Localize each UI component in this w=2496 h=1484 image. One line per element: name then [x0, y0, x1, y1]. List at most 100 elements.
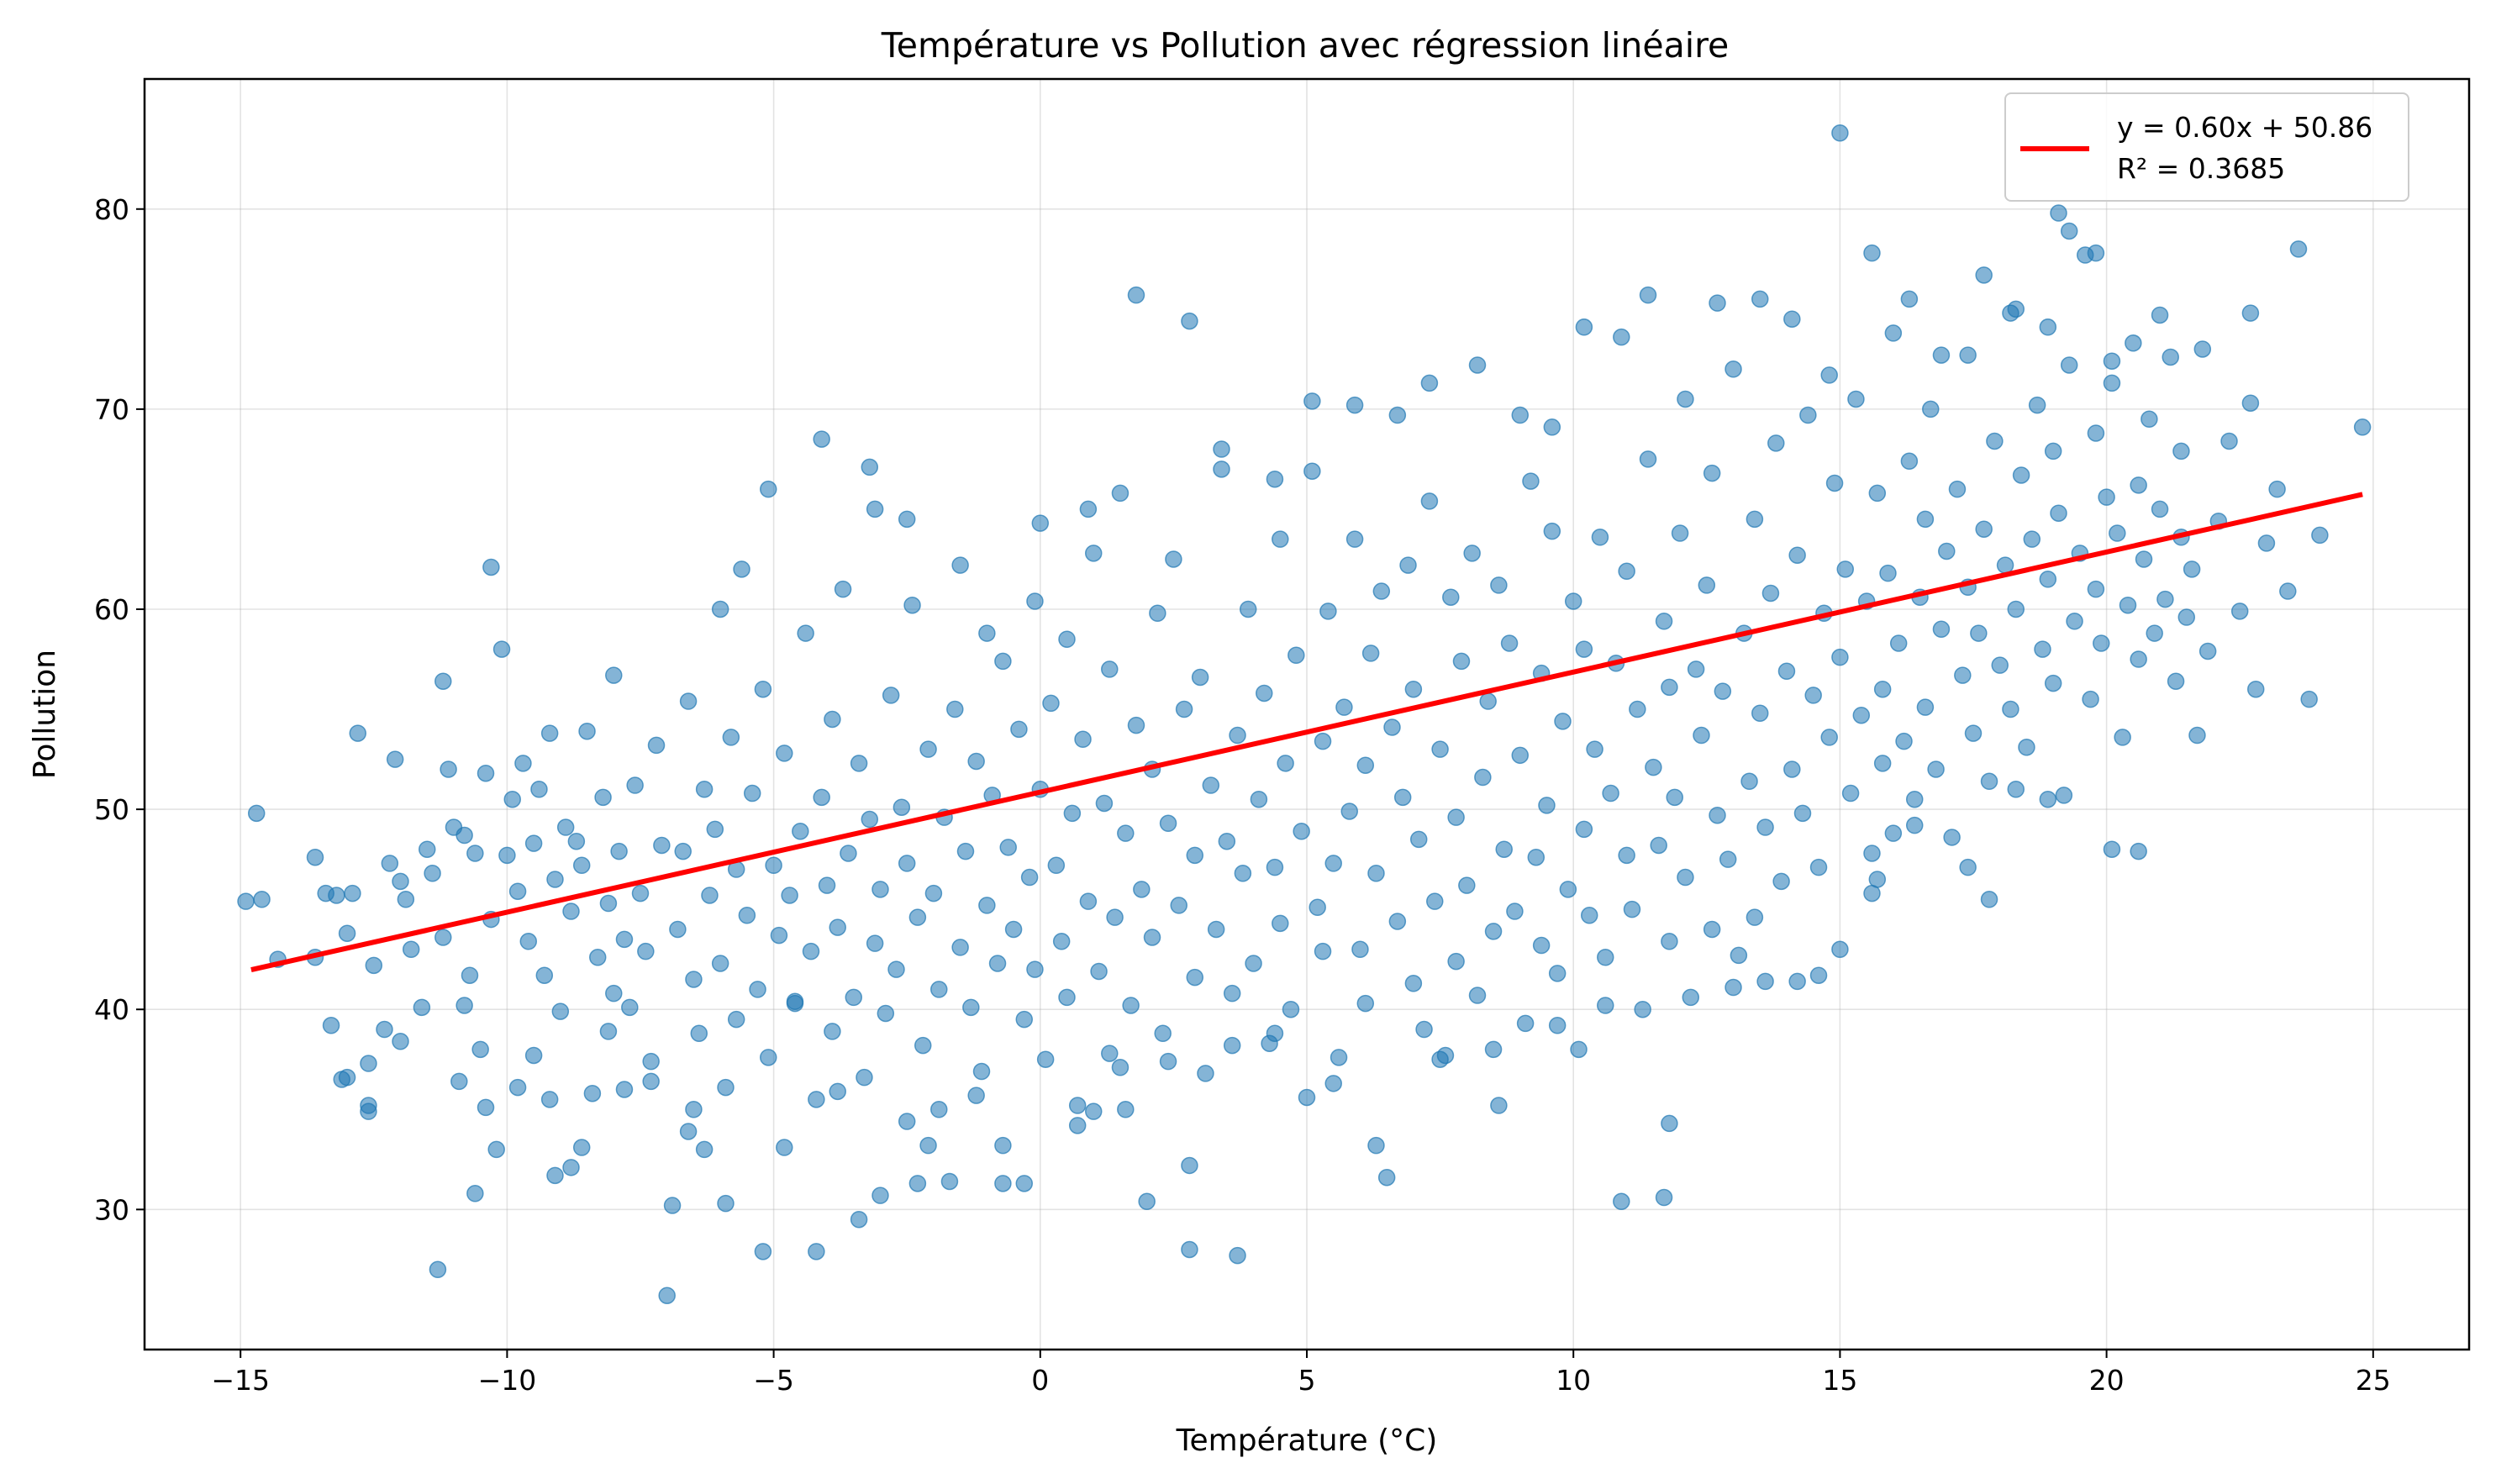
data-point	[679, 1123, 698, 1140]
data-point	[1564, 592, 1582, 610]
data-point	[2119, 596, 2137, 614]
data-point	[2109, 524, 2126, 542]
data-point	[1761, 584, 1780, 603]
data-point	[834, 580, 852, 598]
data-point	[695, 781, 714, 798]
data-point	[1841, 784, 1860, 803]
data-point	[1117, 824, 1135, 842]
data-point	[1756, 818, 1774, 836]
data-point	[1661, 1114, 1678, 1133]
data-point	[455, 826, 473, 845]
data-point	[1367, 1136, 1385, 1155]
data-point	[908, 908, 927, 926]
data-point	[1420, 374, 1439, 392]
data-point	[2093, 634, 2110, 652]
data-point	[1602, 784, 1619, 803]
data-point	[1420, 492, 1439, 510]
data-point	[1058, 988, 1076, 1007]
data-point	[1101, 660, 1119, 678]
data-point	[2279, 582, 2297, 600]
data-point	[1165, 550, 1182, 568]
data-point	[626, 776, 644, 794]
data-point	[1202, 776, 1220, 794]
data-point	[781, 887, 798, 904]
data-point	[754, 1243, 772, 1260]
data-point	[1932, 620, 1951, 639]
data-point	[2220, 432, 2238, 450]
data-point	[1847, 390, 1865, 408]
data-point	[1703, 920, 1721, 939]
data-point	[1666, 788, 1683, 807]
data-point	[1916, 698, 1935, 716]
data-point	[1101, 1045, 1119, 1062]
data-point	[1154, 1024, 1172, 1043]
data-point	[1522, 472, 1540, 490]
data-point	[1677, 868, 1694, 887]
data-point	[1484, 923, 1503, 940]
data-point	[322, 1017, 340, 1034]
x-axis: −15 −10 −5 0 5 10 15 20 25	[211, 1350, 2391, 1397]
data-point	[508, 882, 527, 900]
data-point	[392, 872, 409, 891]
data-point	[743, 784, 761, 803]
data-point	[946, 700, 964, 718]
data-point	[1730, 946, 1748, 965]
data-point	[1548, 965, 1567, 982]
data-point	[1980, 891, 1998, 908]
data-point	[1799, 406, 1817, 424]
data-point	[1309, 898, 1326, 917]
data-point	[1431, 1050, 1449, 1068]
data-point	[1959, 858, 1977, 876]
chart-title: Température vs Pollution avec régression…	[881, 25, 1730, 66]
data-point	[1548, 1017, 1567, 1034]
data-point	[1964, 724, 1983, 742]
data-point	[1345, 530, 1364, 548]
data-point	[1554, 713, 1572, 730]
data-point	[1613, 328, 1630, 346]
data-point	[530, 781, 548, 798]
data-point	[1996, 556, 2014, 574]
legend-label-r2: R² = 0.3685	[2117, 152, 2285, 185]
x-tick-label: 25	[2356, 1364, 2391, 1397]
data-point	[1282, 1000, 1300, 1018]
data-point	[1079, 892, 1098, 910]
data-point	[1671, 524, 1689, 542]
data-point	[866, 934, 884, 952]
data-point	[1020, 868, 1039, 887]
data-point	[711, 955, 729, 972]
x-tick-label: −5	[753, 1364, 794, 1397]
data-point	[1266, 470, 1284, 488]
data-point	[1868, 484, 1887, 503]
data-point	[1175, 700, 1193, 718]
data-point	[1655, 613, 1673, 630]
data-point	[776, 745, 793, 762]
data-point	[455, 997, 473, 1014]
data-point	[1361, 645, 1380, 662]
data-point	[381, 855, 399, 872]
data-point	[567, 832, 586, 850]
data-point	[871, 1187, 889, 1204]
data-point	[1377, 1168, 1396, 1187]
data-point	[967, 1087, 985, 1104]
data-point	[733, 560, 750, 578]
data-point	[471, 1040, 489, 1059]
data-point	[1272, 530, 1289, 548]
data-point	[1287, 646, 1305, 665]
data-point	[2172, 442, 2190, 460]
data-point	[658, 1287, 676, 1304]
data-point	[1884, 824, 1903, 842]
data-point	[1623, 900, 1641, 918]
data-point	[1468, 987, 1487, 1004]
data-point	[1117, 1101, 1135, 1118]
data-point	[2130, 650, 2147, 668]
data-point	[893, 798, 911, 816]
data-point	[898, 510, 916, 529]
data-point	[1714, 682, 1732, 700]
data-point	[679, 692, 698, 710]
data-point	[2039, 571, 2057, 588]
data-point	[466, 845, 484, 862]
data-point	[2087, 424, 2105, 442]
data-point	[1905, 790, 1924, 808]
data-point	[1682, 988, 1700, 1007]
